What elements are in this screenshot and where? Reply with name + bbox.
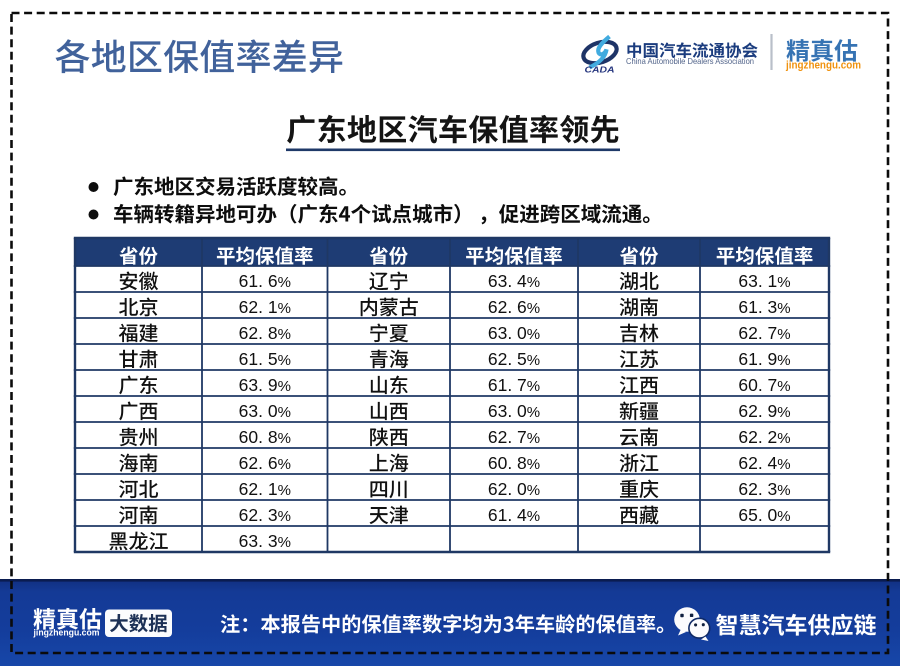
svg-text:62. 8%: 62. 8% — [239, 323, 291, 343]
svg-text:60. 8%: 60. 8% — [239, 427, 291, 447]
svg-text:61. 9%: 61. 9% — [738, 349, 790, 369]
svg-text:63. 0%: 63. 0% — [488, 323, 540, 343]
svg-text:62. 9%: 62. 9% — [738, 401, 790, 421]
svg-text:62. 1%: 62. 1% — [239, 297, 291, 317]
svg-text:61. 6%: 61. 6% — [239, 271, 291, 291]
svg-text:62. 1%: 62. 1% — [239, 479, 291, 499]
svg-text:63. 0%: 63. 0% — [488, 401, 540, 421]
svg-text:63. 0%: 63. 0% — [239, 401, 291, 421]
svg-text:62. 2%: 62. 2% — [738, 427, 790, 447]
svg-text:62. 7%: 62. 7% — [488, 427, 540, 447]
svg-text:CADA: CADA — [585, 65, 615, 75]
svg-text:61. 3%: 61. 3% — [738, 297, 790, 317]
svg-text:61. 7%: 61. 7% — [488, 375, 540, 395]
svg-text:60. 8%: 60. 8% — [488, 453, 540, 473]
svg-text:62. 3%: 62. 3% — [239, 505, 291, 525]
svg-text:62. 6%: 62. 6% — [239, 453, 291, 473]
svg-text:63. 1%: 63. 1% — [738, 271, 790, 291]
svg-text:62. 4%: 62. 4% — [738, 453, 790, 473]
svg-text:61. 5%: 61. 5% — [239, 349, 291, 369]
svg-text:China Automobile Dealers Assoc: China Automobile Dealers Association — [626, 56, 754, 66]
svg-text:62. 5%: 62. 5% — [488, 349, 540, 369]
svg-text:60. 7%: 60. 7% — [738, 375, 790, 395]
svg-text:65. 0%: 65. 0% — [738, 505, 790, 525]
svg-text:61. 4%: 61. 4% — [488, 505, 540, 525]
svg-text:62. 3%: 62. 3% — [738, 479, 790, 499]
svg-text:62. 7%: 62. 7% — [738, 323, 790, 343]
svg-text:jingzhengu.com: jingzhengu.com — [33, 628, 100, 638]
svg-text:63. 9%: 63. 9% — [239, 375, 291, 395]
svg-text:62. 0%: 62. 0% — [488, 479, 540, 499]
svg-text:63. 4%: 63. 4% — [488, 271, 540, 291]
svg-text:63. 3%: 63. 3% — [239, 531, 291, 551]
svg-text:jingzhengu.com: jingzhengu.com — [785, 60, 861, 72]
svg-text:62. 6%: 62. 6% — [488, 297, 540, 317]
